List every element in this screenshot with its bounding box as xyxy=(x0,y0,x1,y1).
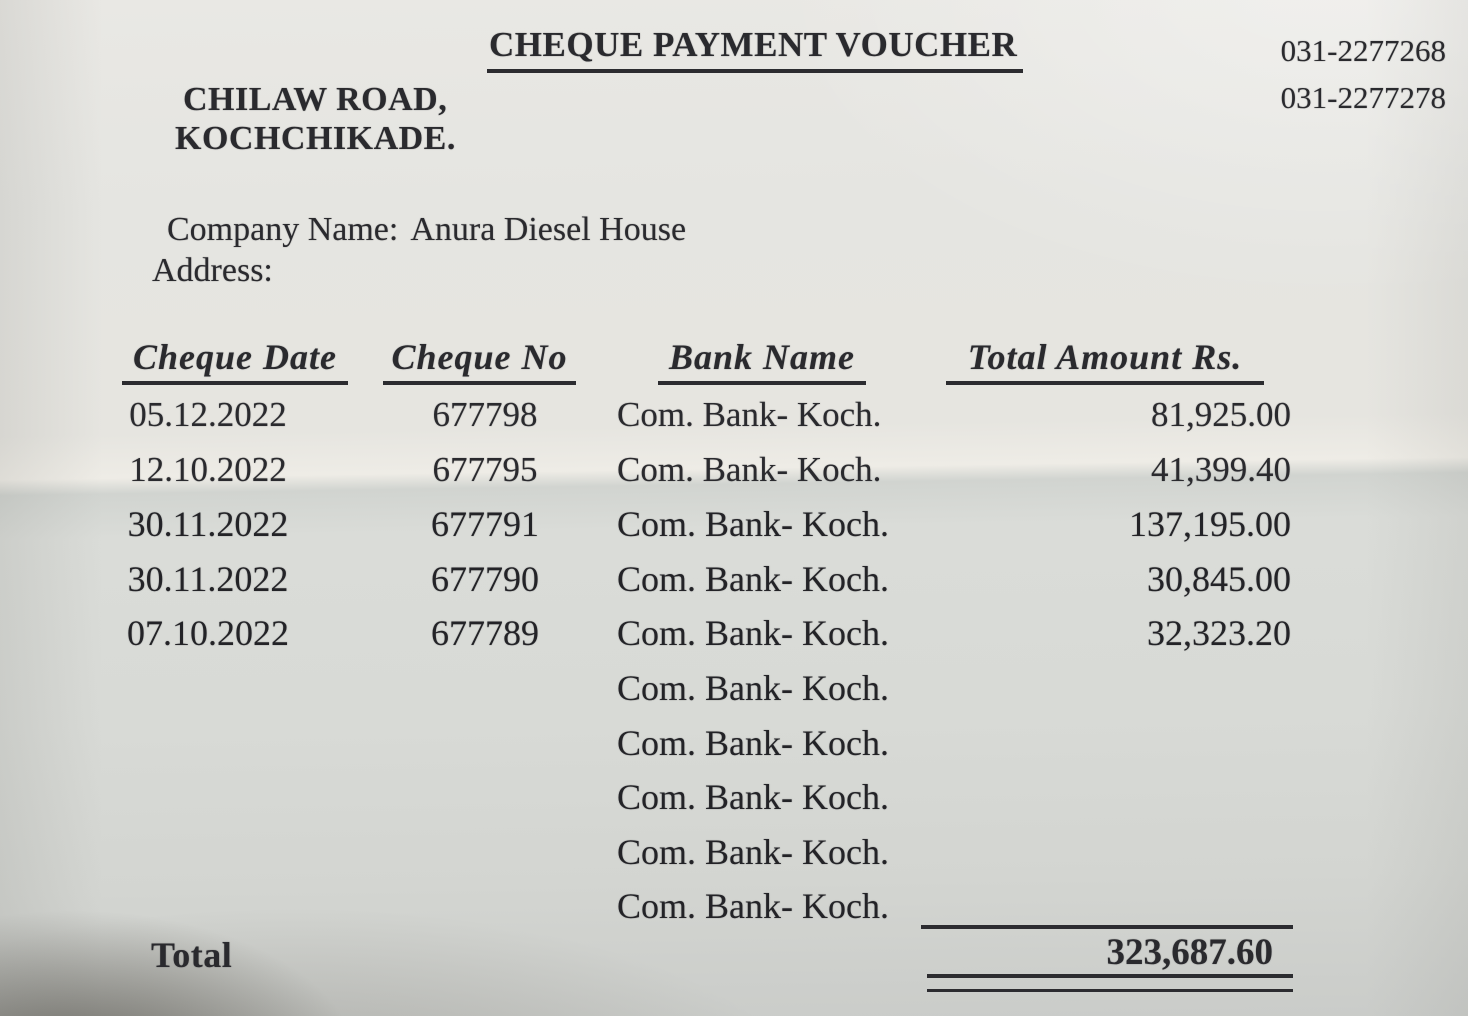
total-amount: 323,687.60 xyxy=(1106,932,1274,973)
cell-cheque-no: 677790 xyxy=(431,558,539,599)
page-title: CHEQUE PAYMENT VOUCHER xyxy=(487,25,1024,73)
phone-number: 031-2277268 xyxy=(1280,33,1446,68)
cell-cheque-no: 677789 xyxy=(431,613,539,654)
cell-cheque-no xyxy=(390,770,580,825)
cell-cheque-date: 30.11.2022 xyxy=(127,504,289,545)
cell-cheque-date: 12.10.2022 xyxy=(129,449,287,489)
header-cheque-no: Cheque No xyxy=(383,336,576,385)
header-cheque-date: Cheque Date xyxy=(122,336,348,385)
cell-cheque-date: 05.12.2022 xyxy=(129,395,287,434)
table-row: 07.10.2022 677789 Com. Bank- Koch. 32,32… xyxy=(0,606,1468,661)
cell-bank-name: Com. Bank- Koch. xyxy=(617,504,889,545)
table-row: Com. Bank- Koch. xyxy=(0,716,1468,771)
cell-amount xyxy=(973,770,1291,825)
total-label: Total xyxy=(151,935,233,975)
cell-cheque-date xyxy=(88,770,328,825)
cell-amount: 137,195.00 xyxy=(1129,504,1291,545)
company-name-value: Anura Diesel House xyxy=(410,211,687,248)
cell-amount xyxy=(973,825,1291,880)
table-row: Com. Bank- Koch. xyxy=(0,879,1468,934)
address-line: CHILAW ROAD, xyxy=(183,81,448,118)
cell-cheque-date xyxy=(88,716,328,771)
total-rule-double xyxy=(927,974,1293,992)
cell-amount xyxy=(973,661,1291,716)
cell-amount: 32,323.20 xyxy=(1147,613,1291,654)
cell-cheque-no: 677795 xyxy=(432,449,538,489)
cell-bank-name: Com. Bank- Koch. xyxy=(617,722,889,763)
address-line: KOCHCHIKADE. xyxy=(175,120,456,157)
address-block: CHILAW ROAD, KOCHCHIKADE. xyxy=(175,80,456,158)
cell-amount: 30,845.00 xyxy=(1147,558,1291,599)
cell-cheque-date: 07.10.2022 xyxy=(127,613,289,654)
total-rule-top xyxy=(921,925,1293,929)
cell-cheque-no: 677791 xyxy=(431,504,539,545)
cell-amount xyxy=(973,716,1291,771)
table-row: Com. Bank- Koch. xyxy=(0,770,1468,825)
company-name-label: Company Name: xyxy=(167,211,399,248)
address-label: Address: xyxy=(152,252,273,289)
cell-cheque-date xyxy=(88,661,328,716)
cell-cheque-no: 677798 xyxy=(432,395,538,434)
table-row: Com. Bank- Koch. xyxy=(0,825,1468,880)
cell-amount: 81,925.00 xyxy=(1151,395,1291,434)
header-total-amount: Total Amount Rs. xyxy=(946,336,1264,385)
voucher-table-rows: 05.12.2022 677798 Com. Bank- Koch. 81,92… xyxy=(0,388,1468,934)
table-row: 30.11.2022 677790 Com. Bank- Koch. 30,84… xyxy=(0,552,1468,607)
cell-cheque-date xyxy=(88,825,328,880)
table-row: 12.10.2022 677795 Com. Bank- Koch. 41,39… xyxy=(0,443,1468,498)
phone-numbers: 031-2277268 031-2277278 xyxy=(1281,27,1446,121)
cell-amount: 41,399.40 xyxy=(1151,449,1291,489)
cell-bank-name: Com. Bank- Koch. xyxy=(617,395,882,434)
cell-bank-name: Com. Bank- Koch. xyxy=(617,667,889,708)
cell-cheque-no xyxy=(390,825,580,880)
cell-bank-name: Com. Bank- Koch. xyxy=(617,831,889,872)
table-row: 30.11.2022 677791 Com. Bank- Koch. 137,1… xyxy=(0,497,1468,552)
phone-number: 031-2277278 xyxy=(1280,80,1446,115)
cell-cheque-date: 30.11.2022 xyxy=(127,558,289,599)
cell-cheque-no xyxy=(390,716,580,771)
cell-bank-name: Com. Bank- Koch. xyxy=(617,613,889,654)
cell-bank-name: Com. Bank- Koch. xyxy=(617,558,889,599)
company-name-line: Company Name: Anura Diesel House xyxy=(167,211,686,249)
table-row: 05.12.2022 677798 Com. Bank- Koch. 81,92… xyxy=(0,388,1468,443)
table-row: Com. Bank- Koch. xyxy=(0,661,1468,716)
header-bank-name: Bank Name xyxy=(658,336,866,385)
cell-bank-name: Com. Bank- Koch. xyxy=(617,449,882,489)
cell-cheque-no xyxy=(390,661,580,716)
cell-cheque-no xyxy=(390,879,580,934)
cell-cheque-date xyxy=(88,879,328,934)
cell-bank-name: Com. Bank- Koch. xyxy=(617,886,889,927)
cell-bank-name: Com. Bank- Koch. xyxy=(617,777,889,818)
